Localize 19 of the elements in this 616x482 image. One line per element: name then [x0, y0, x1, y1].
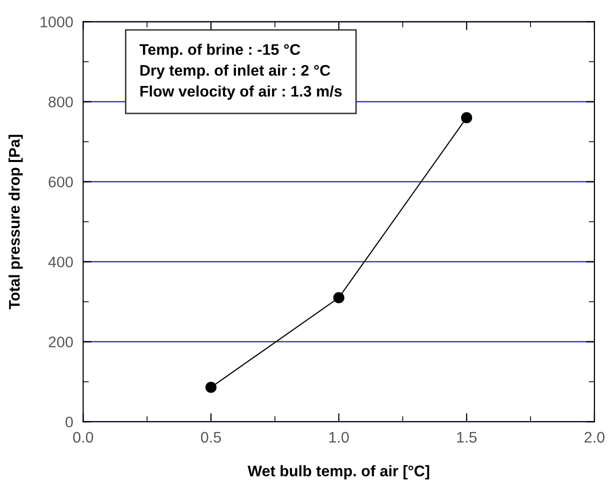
- point: [205, 382, 217, 393]
- point: [461, 112, 472, 124]
- point: [333, 292, 344, 304]
- y-tick-label: 400: [48, 256, 73, 268]
- y-tick-label: 800: [48, 96, 73, 108]
- x-tick-label: 2.0: [584, 432, 604, 443]
- y-tick-label: 600: [48, 176, 73, 188]
- annotation: Temp. of brine : -15 °C: [140, 44, 300, 58]
- y-tick-label: 0: [66, 416, 73, 428]
- x-tick-label: 1.5: [457, 432, 477, 443]
- annotation: Flow velocity of air : 1.3 m/s: [140, 85, 342, 100]
- y-tick-label: 200: [48, 336, 73, 348]
- y-tick-label: 1000: [40, 16, 73, 28]
- x-axis-title: Wet bulb temp. of air [°C]: [248, 465, 430, 480]
- annotation: Dry temp. of inlet air : 2 °C: [140, 64, 330, 79]
- x-tick-label: 0.0: [73, 432, 94, 443]
- x-tick-label: 0.5: [200, 432, 221, 443]
- x-tick-label: 1.0: [329, 432, 349, 443]
- y-axis-title: Total pressure drop [Pa]: [8, 134, 23, 310]
